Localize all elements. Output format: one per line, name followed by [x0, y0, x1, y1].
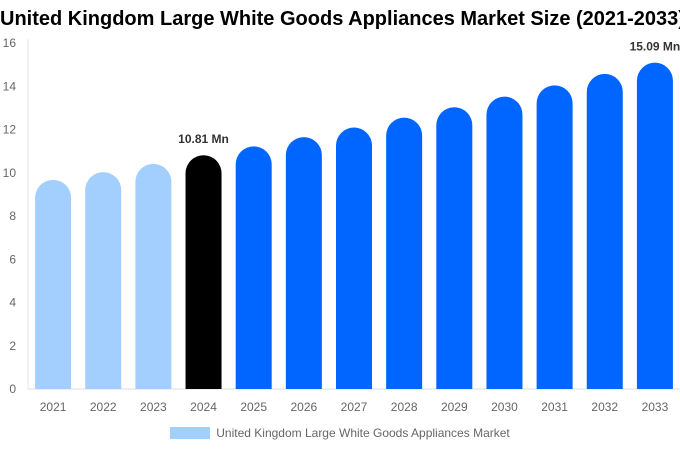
bar-2027: [336, 127, 372, 389]
bar-2031: [536, 85, 573, 389]
y-tick-label: 8: [9, 209, 16, 223]
bar-2033: [636, 62, 673, 390]
bar-2030: [486, 96, 523, 389]
x-tick-label: 2031: [541, 400, 568, 414]
y-tick-label: 4: [9, 296, 16, 310]
x-tick-label: 2026: [290, 400, 317, 414]
x-tick-label: 2022: [90, 400, 117, 414]
data-label-2033: 15.09 Mn: [630, 40, 680, 54]
bar-2029: [436, 107, 473, 389]
bar-2022: [85, 172, 122, 389]
x-tick-label: 2025: [240, 400, 267, 414]
y-tick-label: 2: [9, 339, 16, 353]
bar-2028: [386, 117, 423, 389]
legend-label: United Kingdom Large White Goods Applian…: [216, 426, 510, 440]
x-tick-label: 2032: [591, 400, 618, 414]
x-tick-label: 2033: [642, 400, 669, 414]
y-tick-label: 0: [9, 382, 16, 396]
x-tick-label: 2024: [190, 400, 217, 414]
y-tick-label: 6: [9, 252, 16, 266]
bar-2026: [285, 137, 322, 389]
data-label-2024: 10.81 Mn: [178, 132, 229, 146]
x-tick-label: 2021: [40, 400, 67, 414]
legend-swatch: [170, 427, 211, 439]
x-tick-label: 2023: [140, 400, 167, 414]
x-tick-label: 2029: [441, 400, 468, 414]
y-tick-label: 14: [3, 79, 17, 93]
x-tick-label: 2028: [391, 400, 418, 414]
x-tick-label: 2030: [491, 400, 518, 414]
x-tick-label: 2027: [341, 400, 368, 414]
bar-2025: [235, 146, 272, 389]
chart-title: United Kingdom Large White Goods Applian…: [0, 8, 680, 30]
bar-2023: [135, 163, 172, 389]
bar-2024: [185, 155, 222, 389]
y-tick-label: 16: [3, 36, 17, 50]
y-tick-label: 12: [3, 123, 17, 137]
bar-2032: [586, 73, 623, 389]
legend: United Kingdom Large White Goods Applian…: [0, 426, 680, 440]
bar-2021: [35, 179, 72, 389]
y-tick-label: 10: [3, 166, 17, 180]
